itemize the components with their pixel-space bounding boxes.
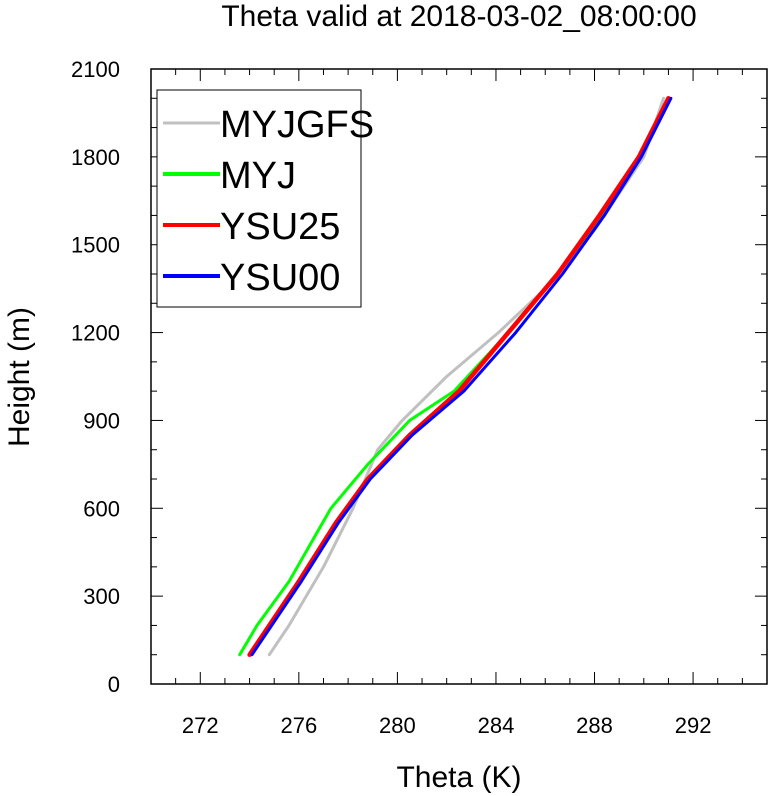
y-axis-label: Height (m) (3, 307, 36, 447)
plot-frame (150, 68, 768, 685)
x-tick-label: 280 (379, 713, 416, 738)
y-tick-label: 0 (108, 672, 120, 697)
series-line-ysu25 (247, 96, 671, 657)
x-tick-label: 288 (576, 713, 613, 738)
x-axis-label: Theta (K) (396, 761, 521, 794)
y-tick-label: 1200 (71, 321, 120, 346)
y-tick-label: 600 (83, 496, 120, 521)
x-tick-label: 272 (182, 713, 219, 738)
y-tick-label: 900 (83, 408, 120, 433)
series-line-ysu00 (250, 96, 673, 657)
y-tick-label: 2100 (71, 57, 120, 82)
legend-label-ysu00: YSU00 (220, 257, 340, 299)
legend-label-myjgfs: MYJGFS (220, 104, 374, 146)
plot-area (238, 96, 673, 657)
legend-label-myj: MYJ (220, 155, 296, 197)
y-tick-label: 1500 (71, 233, 120, 258)
chart-title: Theta valid at 2018-03-02_08:00:00 (221, 0, 696, 33)
x-tick-label: 276 (280, 713, 317, 738)
x-tick-label: 284 (478, 713, 515, 738)
legend-label-ysu25: YSU25 (220, 206, 340, 248)
y-tick-label: 300 (83, 584, 120, 609)
axes-layer: 272 276 280 284 288 292 0 300 600 900 1200 1500 1800… (71, 57, 768, 738)
legend-box (156, 89, 362, 308)
y-tick-label: 1800 (71, 145, 120, 170)
x-tick-label: 292 (675, 713, 712, 738)
legend: MYJGFS MYJ YSU25 YSU00 (156, 89, 374, 308)
